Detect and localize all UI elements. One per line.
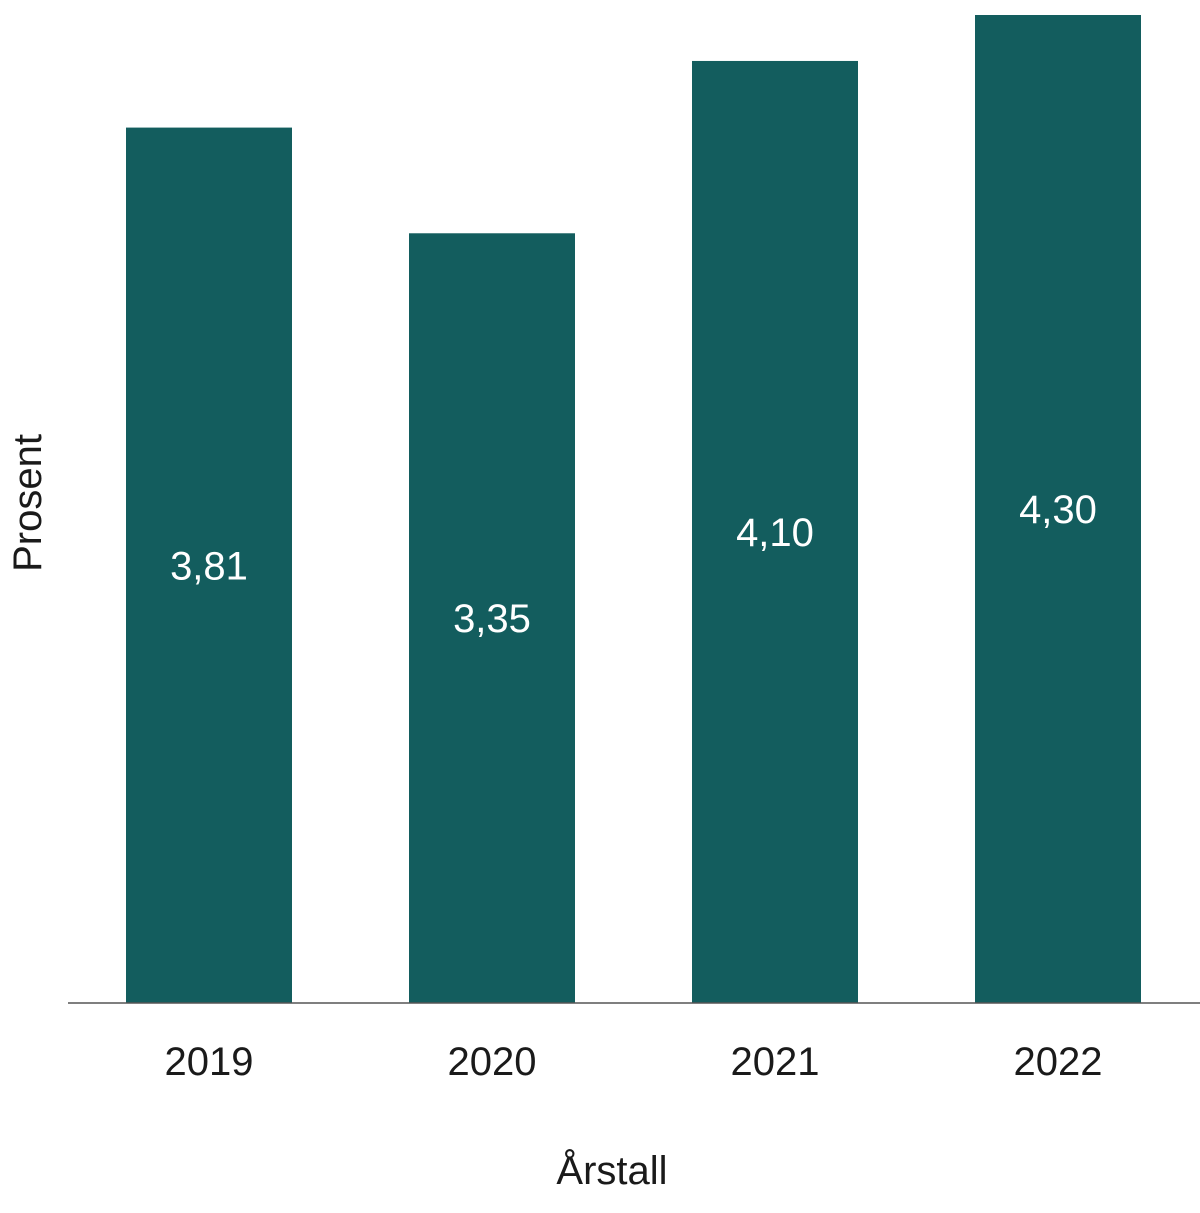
x-tick-label-2021: 2021	[731, 1040, 820, 1084]
value-labels-group: 3,81 3,35 4,10 4,30	[170, 488, 1097, 641]
x-tick-label-2020: 2020	[448, 1040, 537, 1084]
bar-value-label-2020: 3,35	[453, 597, 531, 641]
bar-value-label-2022: 4,30	[1019, 488, 1097, 532]
x-tick-labels-group: 2019 2020 2021 2022	[165, 1040, 1103, 1084]
bar-2022	[975, 15, 1141, 1003]
bar-2021	[692, 60, 858, 1003]
bar-2019	[126, 127, 292, 1003]
x-tick-label-2019: 2019	[165, 1040, 254, 1084]
x-axis-title: Årstall	[556, 1148, 667, 1193]
bar-value-label-2019: 3,81	[170, 544, 248, 588]
bar-2020	[409, 233, 575, 1004]
bar-value-label-2021: 4,10	[736, 511, 814, 555]
y-axis-title: Prosent	[6, 434, 50, 572]
x-tick-label-2022: 2022	[1014, 1040, 1103, 1084]
bars-group	[126, 15, 1141, 1004]
